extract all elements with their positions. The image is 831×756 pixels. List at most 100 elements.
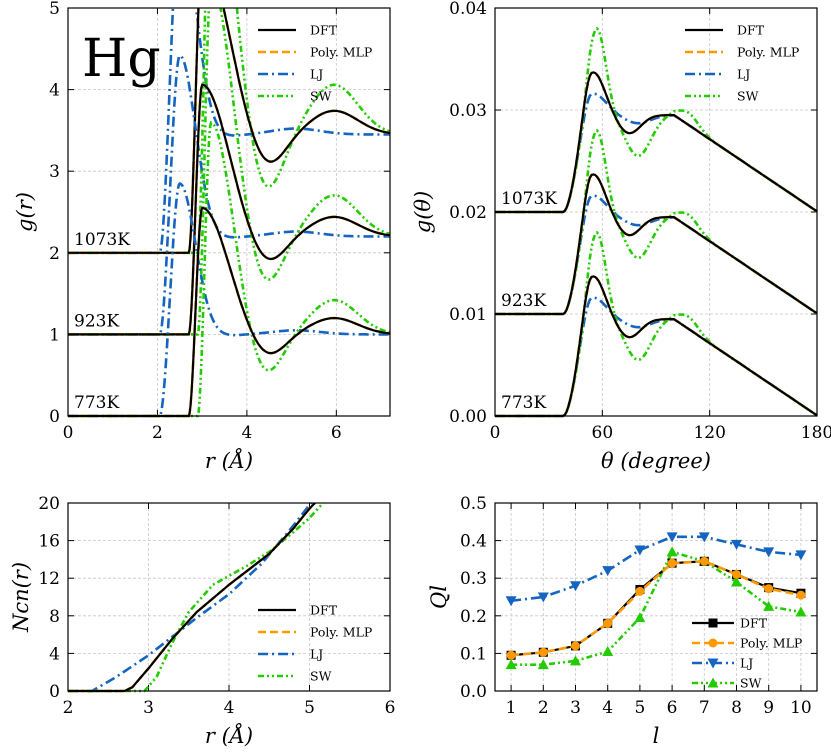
data-point-poly-mlp xyxy=(603,618,613,628)
temperature-label: 773K xyxy=(74,393,119,413)
y-tick-label: 2 xyxy=(49,244,60,264)
legend-label: LJ xyxy=(310,647,323,662)
data-point-poly-mlp xyxy=(635,586,645,596)
panel-ql: 1 2 3 4 5 6 7 8 9 10 0.0 0.1 0.2 0.3 0.4 0.5 l Ql DFT Poly.… xyxy=(427,494,818,748)
x-tick-label: 2 xyxy=(538,698,549,718)
legend-label: SW xyxy=(310,669,332,684)
y-tick-label: 4 xyxy=(49,644,60,664)
legend-marker xyxy=(708,638,718,648)
series-line-lj-773k xyxy=(68,182,390,418)
data-point-sw xyxy=(602,646,614,657)
data-point-sw xyxy=(666,546,678,557)
y-tick-label: 5 xyxy=(49,0,60,19)
y-tick-label: 4 xyxy=(49,81,60,101)
legend-label: DFT xyxy=(740,616,768,631)
data-point-lj xyxy=(666,532,678,543)
y-tick-label: 0.3 xyxy=(460,569,487,589)
x-tick-label: 60 xyxy=(592,423,614,443)
data-point-sw xyxy=(634,612,646,623)
series-line-dft-923k xyxy=(68,83,391,336)
data-point-poly-mlp xyxy=(699,556,709,566)
y-axis-label: Ncn(r) xyxy=(9,562,33,633)
legend-marker xyxy=(708,618,718,628)
series-line-dft-1073k xyxy=(68,0,391,254)
legend-label: SW xyxy=(737,89,759,104)
y-tick-label: 1 xyxy=(49,325,60,345)
data-point-sw xyxy=(505,659,517,670)
y-tick-label: 20 xyxy=(38,494,60,514)
series-line-sw xyxy=(511,550,802,667)
y-tick-label: 0.1 xyxy=(460,644,487,664)
temperature-label: 773K xyxy=(501,393,546,413)
series-line-poly-mlp xyxy=(510,559,802,657)
temperature-label: 923K xyxy=(501,291,546,311)
legend-label: DFT xyxy=(310,23,338,38)
data-point-sw xyxy=(731,576,742,587)
data-point-poly-mlp xyxy=(538,647,548,657)
x-tick-label: 4 xyxy=(241,423,252,443)
y-tick-label: 0.04 xyxy=(449,0,487,19)
temperature-label: 923K xyxy=(74,311,119,331)
data-point-poly-mlp xyxy=(667,558,677,568)
x-axis-label: r (Å) xyxy=(205,448,253,473)
x-tick-label: 4 xyxy=(602,698,613,718)
data-point-sw xyxy=(795,606,807,617)
x-tick-label: 10 xyxy=(790,698,812,718)
x-tick-label: 5 xyxy=(634,698,645,718)
y-tick-label: 3 xyxy=(49,162,60,182)
legend-label: Poly. MLP xyxy=(737,45,799,60)
panel-gr: 0 2 4 6 0 1 2 3 4 5 1073K 923K 773K Hg r (Å) g(r) DFT Pol… xyxy=(13,0,391,473)
legend-label: LJ xyxy=(310,67,323,82)
y-axis-label: Ql xyxy=(427,585,451,609)
x-tick-label: 4 xyxy=(224,698,235,718)
legend-label: Poly. MLP xyxy=(310,625,372,640)
y-tick-label: 0.00 xyxy=(449,407,487,427)
legend-label: DFT xyxy=(737,23,765,38)
x-tick-label: 0 xyxy=(63,423,74,443)
series-line-lj-923k xyxy=(495,194,818,316)
data-point-lj xyxy=(505,596,517,607)
legend-label: Poly. MLP xyxy=(310,45,372,60)
y-tick-label: 0 xyxy=(49,682,60,702)
element-label: Hg xyxy=(82,29,161,89)
temperature-label: 1073K xyxy=(501,189,557,209)
panel-ncn: 2 3 4 5 6 0 4 8 12 16 20 r (Å) Ncn(r) DFT Poly. MLP LJ S… xyxy=(9,493,395,748)
series-line-sw-923k xyxy=(495,128,818,316)
legend-marker xyxy=(707,677,719,688)
x-tick-label: 2 xyxy=(152,423,163,443)
y-tick-label: 16 xyxy=(38,532,60,552)
data-point-sw xyxy=(537,659,549,670)
data-point-lj xyxy=(731,539,742,550)
series-line-dft-923k xyxy=(495,173,818,316)
y-tick-label: 0.4 xyxy=(460,532,487,552)
series-line-lj-1073k xyxy=(495,92,818,214)
series-line-lj xyxy=(510,535,802,603)
data-point-lj xyxy=(634,545,646,556)
data-point-lj xyxy=(763,547,775,558)
legend-label: SW xyxy=(740,676,762,691)
series-line-lj-923k xyxy=(68,53,390,336)
legend-label: LJ xyxy=(740,656,753,671)
y-tick-label: 0.0 xyxy=(460,682,487,702)
legend-label: LJ xyxy=(737,67,750,82)
x-tick-label: 3 xyxy=(143,698,154,718)
y-axis-label: g(r) xyxy=(13,192,37,232)
series-line-poly-mlp-923k xyxy=(68,83,391,336)
legend-label: DFT xyxy=(310,603,338,618)
x-tick-label: 6 xyxy=(331,423,342,443)
data-point-poly-mlp xyxy=(796,590,806,600)
legend-marker xyxy=(707,658,719,669)
x-tick-label: 2 xyxy=(63,698,74,718)
data-point-poly-mlp xyxy=(732,569,741,579)
data-point-lj xyxy=(537,592,549,603)
y-tick-label: 0.01 xyxy=(449,305,487,325)
data-point-lj xyxy=(570,581,581,592)
x-tick-label: 6 xyxy=(667,698,678,718)
temperature-label: 1073K xyxy=(74,230,130,250)
data-point-poly-mlp xyxy=(571,641,580,651)
data-point-poly-mlp xyxy=(506,650,516,660)
legend-label: SW xyxy=(310,89,332,104)
x-tick-label: 1 xyxy=(506,698,517,718)
y-tick-label: 0.02 xyxy=(449,203,487,223)
